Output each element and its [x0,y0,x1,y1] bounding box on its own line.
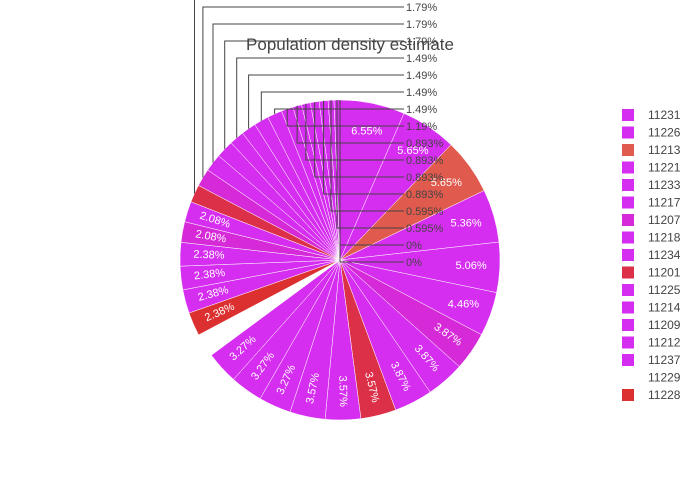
leader-line-11216 [260,91,404,121]
slice-label-11223: 1.49% [406,53,437,65]
legend-swatch [622,109,634,121]
legend-item-11217[interactable]: 11217 [622,196,681,210]
legend-item-11213[interactable]: 11213 [622,143,681,157]
slice-label-11219: 2.08% [194,228,227,245]
legend-item-11226[interactable]: 11226 [622,126,681,140]
legend-swatch [622,249,634,261]
legend-item-11229[interactable]: 11229 [622,371,681,385]
legend-label: 11207 [648,213,681,227]
legend-swatch [622,371,634,384]
slice-label-11208: 0.595% [406,206,444,218]
legend-swatch [622,266,634,279]
legend: 11231 11226 11213 11221 11233 11217 11207 11218… [622,108,681,402]
legend-label: 11228 [648,388,681,402]
legend-label: 11234 [648,248,681,262]
legend-label: 11225 [648,283,681,297]
slice-label-11205: 0.595% [406,223,444,235]
slice-label-11231: 6.55% [351,126,382,138]
slice-label-11232c: 0% [406,240,422,252]
legend-label: 11217 [648,196,681,210]
slice-label-11211: 2.38% [193,267,226,282]
legend-label: 11233 [648,178,681,192]
legend-item-11228[interactable]: 11228 [622,388,681,402]
legend-label: 11214 [648,301,681,315]
leader-line-11224 [296,105,404,144]
slice-label-11213: 5.65% [431,177,462,189]
legend-item-11201[interactable]: 11201 [622,266,681,280]
slice-label-11232b: 0% [406,257,422,269]
legend-swatch [622,144,634,156]
legend-item-11218[interactable]: 11218 [622,231,681,245]
leader-line-11210 [224,40,404,150]
legend-label: 11201 [648,266,681,280]
legend-item-11233[interactable]: 11233 [622,178,681,192]
leader-line-11235 [305,103,404,161]
slice-label-11236: 1.79% [406,19,437,31]
legend-item-11214[interactable]: 11214 [622,301,681,315]
leader-line-11232c [339,100,404,246]
legend-swatch [622,336,634,349]
legend-swatch [622,179,634,191]
slice-label-11204: 1.79% [406,2,437,14]
legend-swatch [622,161,634,174]
legend-item-11231[interactable]: 11231 [622,108,681,122]
leader-line-11232 [274,108,404,114]
legend-swatch [622,214,634,226]
leader-line-11208 [330,100,404,212]
legend-item-11237[interactable]: 11237 [622,353,681,367]
leader-line-11236 [212,23,404,163]
chart-title: Population density estimate [246,35,454,54]
legend-swatch [622,196,634,209]
legend-label: 11218 [648,231,681,245]
slice-label-11225: 3.57% [336,375,349,407]
legend-label: 11226 [648,126,681,140]
legend-swatch [622,126,634,139]
legend-label: 11237 [648,353,681,367]
slice-label-11215: 2.38% [193,249,225,262]
legend-item-11212[interactable]: 11212 [622,336,681,350]
leader-line-11238 [248,74,404,129]
legend-item-11225[interactable]: 11225 [622,283,681,297]
legend-item-11207[interactable]: 11207 [622,213,681,227]
slice-label-11226: 5.65% [397,145,428,157]
slice-label-11217: 4.46% [448,298,479,310]
slice-label-11210: 1.79% [406,36,437,48]
legend-item-11209[interactable]: 11209 [622,318,681,332]
legend-swatch [622,301,634,314]
slice-label-11203: 0.893% [406,189,444,201]
slice-label-11224: 0.893% [406,138,444,150]
slice-label-11239: 1.19% [406,121,437,133]
legend-item-11234[interactable]: 11234 [622,248,681,262]
legend-swatch [622,231,634,244]
leader-line-11239 [286,109,404,127]
legend-label: 11213 [648,143,681,157]
legend-swatch [622,389,634,401]
outside-labels: 0% 0% 0.595% 0.595% 0.893% 0.893% 0.893% 0.893%… [194,0,444,269]
legend-item-11221[interactable]: 11221 [622,161,681,175]
leader-line-11203 [323,100,404,195]
slice-label-11221: 5.36% [450,218,481,230]
legend-swatch [622,284,634,296]
slice-label-11232: 1.49% [406,104,437,116]
slice-label-11206: 0.893% [406,172,444,184]
leader-line-11204 [202,6,404,178]
leader-line-11206 [314,102,404,178]
leader-line-11223 [236,57,404,138]
leader-line-11230 [194,0,195,194]
slice-label-11235: 0.893% [406,155,444,167]
slice-label-11238: 1.49% [406,70,437,82]
legend-label: 11221 [648,161,681,175]
legend-label: 11229 [648,371,681,385]
legend-swatch [622,319,634,331]
pie-slices [179,99,501,421]
legend-label: 11212 [648,336,681,350]
legend-label: 11231 [648,108,681,122]
slice-label-11233: 5.06% [455,260,486,272]
slice-label-11216: 1.49% [406,87,437,99]
legend-swatch [622,354,634,366]
legend-label: 11209 [648,318,681,332]
